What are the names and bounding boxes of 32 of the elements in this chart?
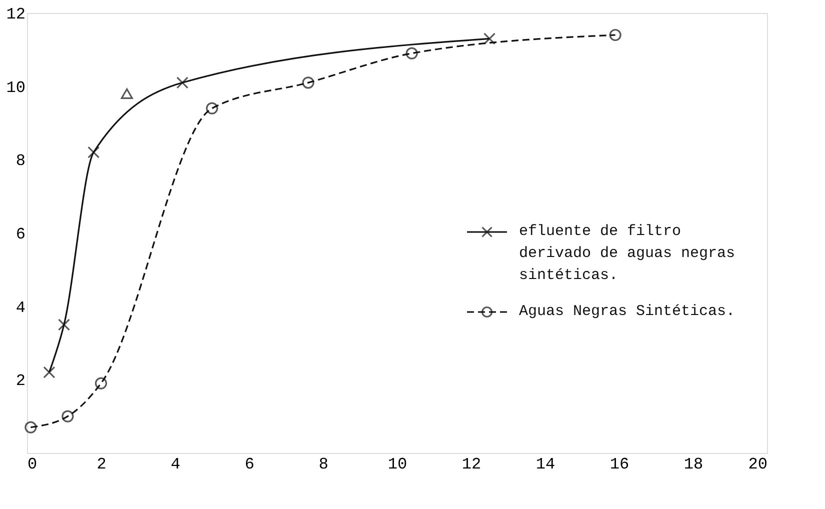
x-tick-label: 6 (244, 456, 254, 474)
x-tick-label: 4 (170, 456, 180, 474)
x-tick-label: 8 (318, 456, 328, 474)
legend-label: Aguas Negras Sintéticas. (519, 303, 736, 320)
legend-label: efluente de filtro derivado de aguas negras sintéticas. (519, 223, 736, 284)
point (176, 76, 188, 89)
x-tick-label: 18 (684, 456, 704, 474)
point (302, 76, 314, 89)
x-tick-label: 16 (610, 456, 630, 474)
y-tick-label: 10 (6, 78, 26, 97)
point (88, 146, 100, 158)
point (58, 318, 70, 331)
point (94, 377, 108, 390)
point (206, 102, 218, 114)
x-tick-label: 2 (96, 456, 106, 474)
x-tick-label: 10 (388, 456, 408, 474)
x-tick-label: 0 (28, 456, 38, 474)
point (120, 88, 133, 100)
x-tick-label: 14 (536, 456, 556, 474)
point (406, 47, 418, 60)
y-tick-label: 8 (16, 152, 26, 170)
y-tick-label: 12 (6, 6, 26, 24)
point (24, 421, 37, 434)
point (609, 28, 622, 42)
point (43, 366, 56, 378)
point (483, 32, 496, 45)
y-tick-label: 4 (16, 298, 26, 317)
point (62, 410, 74, 422)
y-tick-label: 2 (16, 372, 26, 390)
x-tick-label: 12 (462, 456, 482, 474)
x-tick-label: 20 (748, 456, 768, 474)
y-tick-label: 6 (16, 226, 26, 244)
